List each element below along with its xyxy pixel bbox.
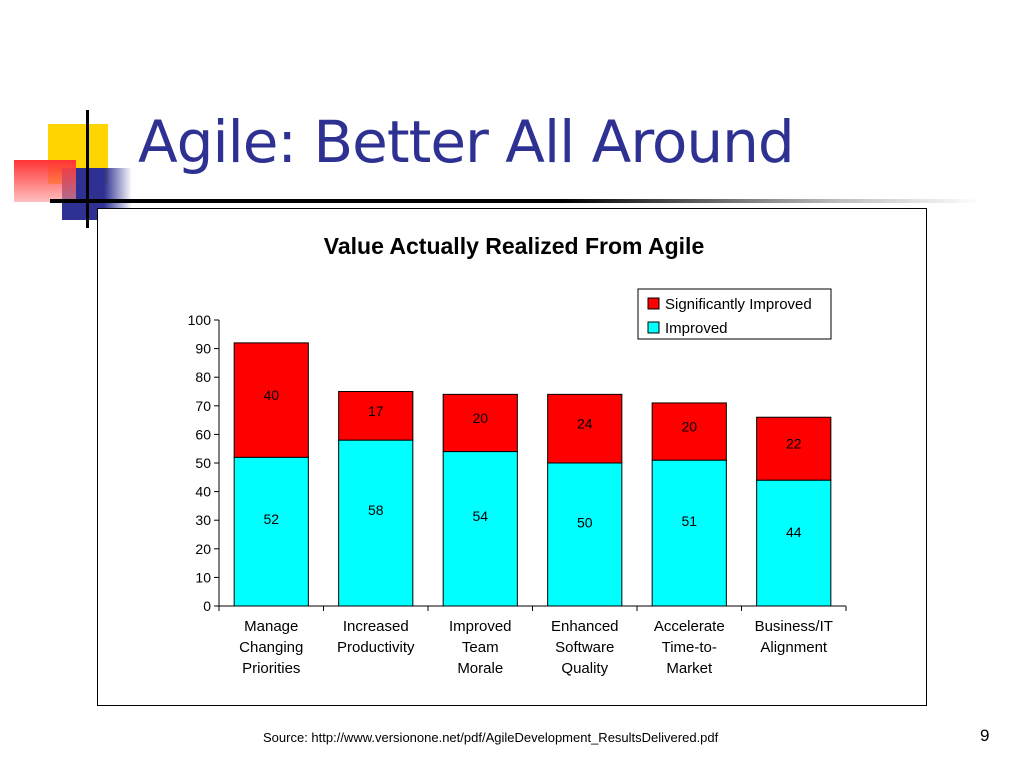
bar-significantly-improved bbox=[233, 342, 309, 458]
chart-axes: 0 10 20 30 40 50 60 70 80 90 100 Manage Changing Prio… bbox=[188, 312, 847, 677]
chart-frame: Value Actually Realized From Agile 0 10 20… bbox=[97, 208, 927, 706]
x-tick-label: Changing bbox=[239, 639, 303, 656]
data-label: 54 bbox=[472, 508, 488, 524]
x-tick-label: Morale bbox=[457, 660, 503, 677]
y-tick-label: 80 bbox=[195, 369, 211, 385]
x-tick-label: Time-to- bbox=[662, 639, 717, 656]
source-citation: Source: http://www.versionone.net/pdf/Ag… bbox=[263, 730, 719, 745]
x-tick-label: Software bbox=[555, 639, 614, 656]
y-tick-label: 20 bbox=[195, 541, 211, 557]
chart-bars: 52 40 58 17 54 20 50 24 51 20 44 22 bbox=[233, 342, 832, 607]
x-tick-label: Increased bbox=[343, 618, 409, 635]
legend-swatch bbox=[647, 321, 660, 334]
x-tick-label: Accelerate bbox=[654, 618, 725, 635]
deco-vertical-line bbox=[86, 110, 89, 228]
data-label: 20 bbox=[472, 410, 488, 426]
x-tick-label: Quality bbox=[561, 660, 608, 677]
legend-swatch bbox=[647, 297, 660, 310]
bar-improved bbox=[547, 462, 623, 607]
chart-legend: Significantly Improved Improved bbox=[637, 288, 832, 340]
bar-significantly-improved bbox=[651, 402, 727, 461]
bar-improved bbox=[756, 479, 832, 607]
x-tick-label: Alignment bbox=[760, 639, 828, 656]
data-label: 40 bbox=[263, 387, 279, 403]
bar-significantly-improved bbox=[442, 393, 518, 453]
y-tick-label: 0 bbox=[203, 598, 211, 614]
data-label: 20 bbox=[681, 419, 697, 435]
x-tick-label: Manage bbox=[244, 618, 298, 635]
chart-title: Value Actually Realized From Agile bbox=[324, 233, 704, 259]
x-tick-label: Team bbox=[462, 639, 499, 656]
data-label: 44 bbox=[786, 524, 802, 540]
y-tick-label: 100 bbox=[188, 312, 212, 328]
bar-significantly-improved bbox=[338, 391, 414, 441]
data-label: 24 bbox=[577, 416, 593, 432]
y-tick-label: 50 bbox=[195, 455, 211, 471]
data-label: 58 bbox=[368, 502, 384, 518]
bar-improved bbox=[233, 456, 309, 607]
bar-improved bbox=[338, 439, 414, 607]
x-tick-label: Priorities bbox=[242, 660, 300, 677]
legend-label: Significantly Improved bbox=[665, 296, 812, 313]
x-tick-label: Productivity bbox=[337, 639, 415, 656]
data-label: 51 bbox=[681, 513, 697, 529]
y-tick-label: 10 bbox=[195, 569, 211, 585]
data-label: 22 bbox=[786, 436, 802, 452]
y-tick-label: 70 bbox=[195, 398, 211, 414]
data-label: 50 bbox=[577, 514, 593, 530]
x-tick-label: Market bbox=[666, 660, 713, 677]
bar-improved bbox=[442, 451, 518, 607]
data-label: 52 bbox=[263, 511, 279, 527]
y-tick-label: 60 bbox=[195, 426, 211, 442]
legend-label: Improved bbox=[665, 320, 728, 337]
y-tick-label: 90 bbox=[195, 341, 211, 357]
slide-title: Agile: Better All Around bbox=[138, 108, 795, 176]
data-label: 17 bbox=[368, 403, 384, 419]
deco-red-square bbox=[14, 160, 76, 202]
stacked-bar-chart: Value Actually Realized From Agile 0 10 20… bbox=[188, 233, 847, 677]
y-tick-label: 30 bbox=[195, 512, 211, 528]
x-tick-label: Business/IT bbox=[755, 618, 833, 635]
bar-significantly-improved bbox=[756, 416, 832, 481]
x-tick-label: Enhanced bbox=[551, 618, 619, 635]
page-number: 9 bbox=[980, 726, 990, 745]
title-underline bbox=[50, 199, 980, 203]
legend-box bbox=[637, 288, 832, 340]
x-tick-label: Improved bbox=[449, 618, 512, 635]
bar-improved bbox=[651, 459, 727, 607]
y-tick-label: 40 bbox=[195, 484, 211, 500]
bar-significantly-improved bbox=[547, 393, 623, 464]
